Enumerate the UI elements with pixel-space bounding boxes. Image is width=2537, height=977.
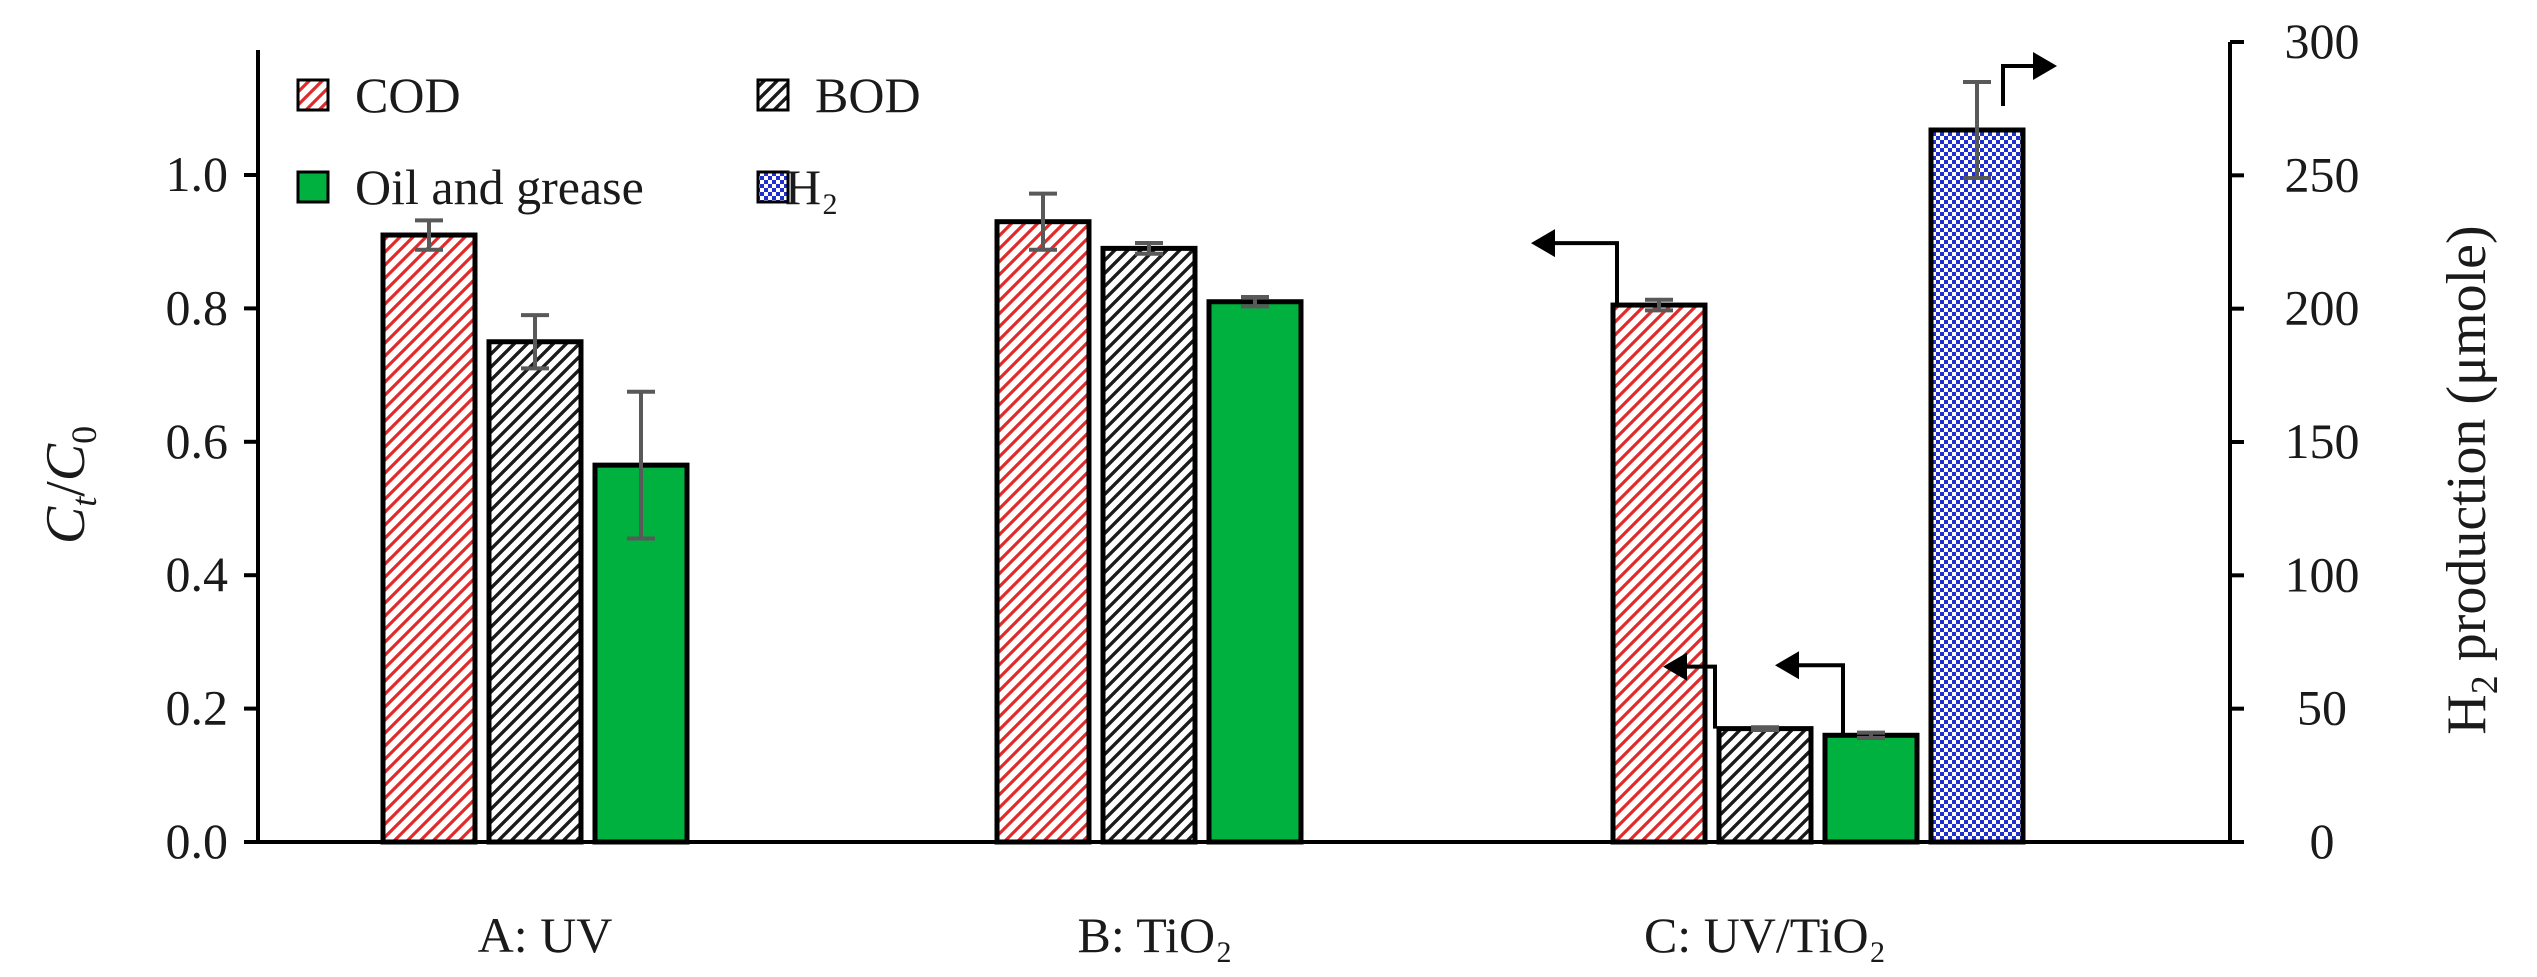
error-bar-oil-and-grease-cat-2 bbox=[1241, 295, 1269, 309]
legend: COD BOD Oil and grease H₂ bbox=[296, 67, 921, 215]
y-right-tick-label: 50 bbox=[2297, 680, 2347, 736]
bars-layer bbox=[380, 127, 2026, 845]
y-left-tick-label: 0.0 bbox=[166, 813, 229, 869]
error-bar-oil-and-grease-cat-3 bbox=[1857, 730, 1885, 740]
y-right-tick-label: 150 bbox=[2285, 413, 2360, 469]
y-right-tick-label: 300 bbox=[2285, 13, 2360, 69]
y-right-tick-label: 0 bbox=[2310, 813, 2335, 869]
error-bar-cod-cat-2 bbox=[1029, 191, 1057, 252]
error-bar-bod-cat-3 bbox=[1751, 725, 1779, 732]
y-left-tick-label: 0.6 bbox=[166, 413, 229, 469]
y-right-tick-label: 200 bbox=[2285, 280, 2360, 336]
error-bar-h-cat-3 bbox=[1963, 80, 1991, 180]
legend-label-bod: BOD bbox=[815, 67, 921, 123]
y-left-tick-label: 0.4 bbox=[166, 546, 229, 602]
category-label-c: C: UV/TiO₂ bbox=[1644, 907, 1886, 963]
legend-swatch-bod bbox=[756, 78, 790, 112]
annotations-layer bbox=[1531, 52, 2057, 736]
y-left-tick-label: 0.8 bbox=[166, 279, 229, 335]
bar-oil-and-grease-cat-3 bbox=[1822, 732, 1920, 845]
bar-bod-cat-2 bbox=[1100, 245, 1198, 845]
bar-bod-cat-3 bbox=[1716, 726, 1814, 845]
bar-h-cat-3 bbox=[1928, 127, 2026, 845]
legend-swatch-cod bbox=[296, 78, 330, 112]
error-bar-bod-cat-2 bbox=[1135, 241, 1163, 256]
arrow-cod-to-left-axis bbox=[1531, 229, 1619, 306]
error-bar-bod-cat-1 bbox=[521, 313, 549, 371]
arrow-h2-to-right-axis bbox=[2001, 52, 2057, 106]
category-label-a: A: UV bbox=[478, 907, 613, 963]
error-bar-cod-cat-1 bbox=[415, 218, 443, 252]
y-axis-left-title: Ct/C0 bbox=[35, 426, 104, 544]
error-bar-oil-and-grease-cat-1 bbox=[627, 389, 655, 541]
bar-oil-and-grease-cat-2 bbox=[1206, 299, 1304, 845]
arrow-bod-to-left-axis bbox=[1663, 652, 1717, 729]
legend-label-cod: COD bbox=[355, 67, 461, 123]
bar-cod-cat-3 bbox=[1610, 302, 1708, 845]
bar-cod-cat-2 bbox=[994, 219, 1092, 845]
bar-cod-cat-1 bbox=[380, 232, 478, 845]
y-left-tick-label: 0.2 bbox=[166, 680, 229, 736]
legend-label-oil: Oil and grease bbox=[355, 159, 644, 215]
y-left-tick-label: 1.0 bbox=[166, 146, 229, 202]
legend-swatch-h2 bbox=[756, 170, 790, 204]
y-right-tick-label: 250 bbox=[2285, 146, 2360, 202]
error-bar-cod-cat-3 bbox=[1645, 297, 1673, 313]
error-bars-layer bbox=[415, 80, 1991, 740]
arrow-oil-to-left-axis bbox=[1775, 651, 1845, 736]
axes-layer: 0.0 0.2 0.4 0.6 0.8 1.0 0 50 100 150 200 250 300 bbox=[166, 13, 2360, 869]
legend-label-h2: H₂ bbox=[785, 159, 839, 215]
bar-bod-cat-1 bbox=[486, 339, 584, 845]
y-right-tick-label: 100 bbox=[2285, 546, 2360, 602]
y-axis-right-title: H2 production (μmole) bbox=[2436, 225, 2506, 734]
legend-swatch-oil bbox=[296, 170, 330, 204]
category-label-b: B: TiO₂ bbox=[1077, 907, 1232, 963]
